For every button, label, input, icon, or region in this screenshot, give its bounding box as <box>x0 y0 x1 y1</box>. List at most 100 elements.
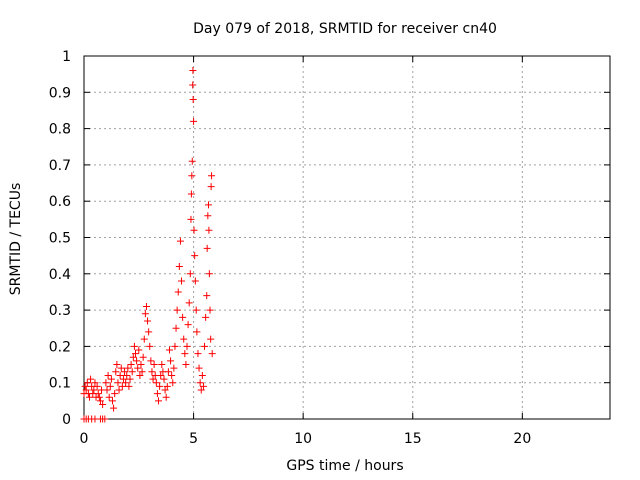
data-point <box>207 335 215 343</box>
data-point <box>191 252 199 260</box>
data-point <box>110 404 118 412</box>
data-point <box>187 190 195 198</box>
data-point <box>183 342 191 350</box>
data-point <box>197 386 205 394</box>
x-tick-label: 15 <box>404 431 422 447</box>
data-point <box>81 382 89 390</box>
data-point <box>192 306 200 314</box>
y-tick-label: 0.7 <box>49 158 71 174</box>
data-point <box>190 117 198 125</box>
data-point <box>176 237 184 245</box>
data-point <box>106 382 114 390</box>
data-point <box>140 335 148 343</box>
data-point <box>113 361 121 369</box>
data-point <box>115 386 123 394</box>
data-point <box>203 244 211 252</box>
data-point <box>126 375 134 383</box>
axis-ticks: 00.10.20.30.40.50.60.70.80.910 5 10 15 20 <box>49 49 610 447</box>
data-point <box>127 361 135 369</box>
data-point <box>93 382 101 390</box>
y-tick-label: 1 <box>62 49 71 65</box>
data-point <box>91 379 99 387</box>
data-point <box>133 357 141 365</box>
x-tick-label: 10 <box>294 431 312 447</box>
data-point <box>182 361 190 369</box>
data-point <box>128 368 136 376</box>
data-point <box>117 364 125 372</box>
data-point <box>187 215 195 223</box>
data-point <box>203 292 211 300</box>
y-tick-label: 0.6 <box>49 194 71 210</box>
data-point <box>119 375 127 383</box>
y-tick-label: 0 <box>62 412 71 428</box>
data-point <box>189 81 197 89</box>
data-point <box>82 386 90 394</box>
data-point <box>208 350 216 358</box>
data-point <box>123 371 131 379</box>
data-point <box>134 364 142 372</box>
data-point <box>90 386 98 394</box>
data-point <box>103 386 111 394</box>
data-point <box>141 310 149 318</box>
data-point <box>129 353 137 361</box>
data-point <box>178 277 186 285</box>
data-point <box>116 371 124 379</box>
data-point <box>102 379 110 387</box>
data-point <box>194 350 202 358</box>
data-point <box>147 357 155 365</box>
data-point <box>173 306 181 314</box>
data-point <box>198 371 206 379</box>
data-point <box>101 415 109 423</box>
data-point <box>207 183 215 191</box>
data-point <box>191 277 199 285</box>
y-tick-label: 0.4 <box>49 267 71 283</box>
data-point <box>165 346 173 354</box>
data-point <box>190 226 198 234</box>
y-tick-label: 0.3 <box>49 303 71 319</box>
data-point <box>145 328 153 336</box>
data-points <box>80 67 216 423</box>
data-point <box>186 270 194 278</box>
data-point <box>164 368 172 376</box>
y-tick-label: 0.5 <box>49 231 71 247</box>
data-point <box>161 386 169 394</box>
data-point <box>193 328 201 336</box>
data-point <box>104 371 112 379</box>
data-point <box>158 361 166 369</box>
data-point <box>144 317 152 325</box>
data-point <box>152 379 160 387</box>
data-point <box>181 350 189 358</box>
data-point <box>124 364 132 372</box>
data-point <box>142 302 150 310</box>
data-point <box>208 172 216 180</box>
data-point <box>132 350 140 358</box>
data-point <box>135 346 143 354</box>
y-tick-label: 0.1 <box>49 376 71 392</box>
data-point <box>138 368 146 376</box>
y-tick-label: 0.2 <box>49 339 71 355</box>
x-axis-label: GPS time / hours <box>286 458 403 474</box>
data-point <box>160 375 168 383</box>
data-point <box>107 375 115 383</box>
data-point <box>162 393 170 401</box>
data-point <box>195 364 203 372</box>
data-point <box>112 368 120 376</box>
data-point <box>204 201 212 209</box>
y-axis-label: SRMTID / TECUs <box>8 183 24 296</box>
data-point <box>170 364 178 372</box>
data-point <box>155 397 163 405</box>
data-point <box>149 375 157 383</box>
chart-title: Day 079 of 2018, SRMTID for receiver cn4… <box>193 21 497 37</box>
data-point <box>139 353 147 361</box>
x-tick-label: 0 <box>80 431 89 447</box>
data-point <box>96 397 104 405</box>
data-point <box>99 400 107 408</box>
data-point <box>156 382 164 390</box>
data-point <box>125 382 133 390</box>
data-point <box>169 379 177 387</box>
grid-lines <box>84 56 610 419</box>
data-point <box>175 263 183 271</box>
data-point <box>105 393 113 401</box>
data-point <box>188 172 196 180</box>
